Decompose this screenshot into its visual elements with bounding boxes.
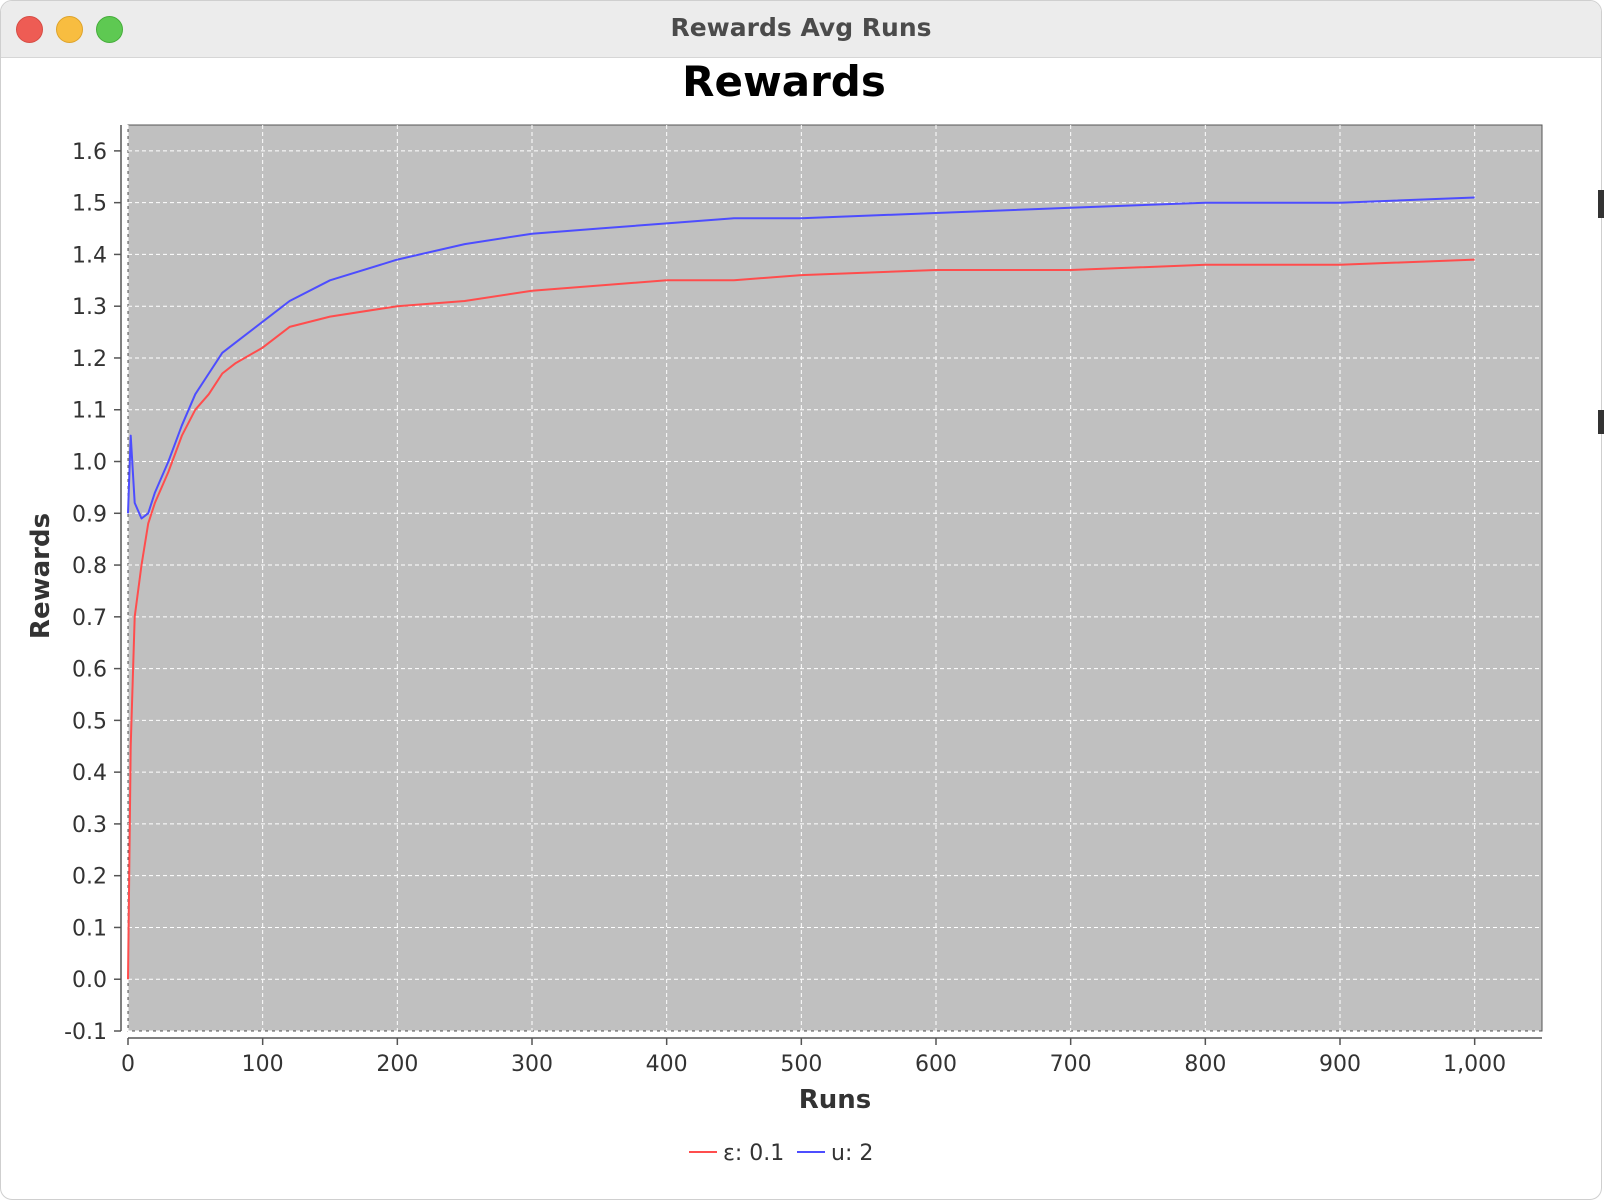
grid-lines	[127, 125, 1542, 1032]
y-tick-label: 1.0	[72, 451, 107, 476]
close-window-button[interactable]	[16, 16, 43, 43]
legend-label: u: 2	[831, 1141, 873, 1166]
legend-label: ε: 0.1	[723, 1141, 784, 1166]
series-line-ucb	[127, 196, 1475, 520]
maximize-window-button[interactable]	[96, 16, 123, 43]
y-tick-label: 0.7	[72, 606, 107, 631]
y-tick-label: 1.1	[72, 399, 107, 424]
x-tick-label: 300	[511, 1052, 553, 1077]
window-title: Rewards Avg Runs	[670, 13, 932, 42]
background-edge-mark	[1598, 410, 1604, 434]
chart-title: Rewards	[682, 58, 886, 106]
y-axis-label: Rewards	[26, 513, 56, 639]
x-tick-label: 600	[915, 1052, 957, 1077]
y-tick-label: 1.5	[72, 192, 107, 217]
series-layer	[127, 196, 1475, 980]
y-tick-label: 0.8	[72, 554, 107, 579]
x-tick-label: 800	[1184, 1052, 1226, 1077]
minimize-window-button[interactable]	[56, 16, 83, 43]
x-tick-label: 500	[780, 1052, 822, 1077]
y-tick-label: 1.2	[72, 347, 107, 372]
y-tick-label: -0.1	[64, 1020, 107, 1045]
y-tick-label: 0.2	[72, 865, 107, 890]
series-line-epsilon	[127, 258, 1475, 980]
y-tick-label: 0.6	[72, 658, 107, 683]
y-tick-label: 0.0	[72, 968, 107, 993]
x-tick-label: 900	[1319, 1052, 1361, 1077]
x-tick-label: 700	[1050, 1052, 1092, 1077]
rewards-chart: Rewards -0.1 0.0 0.1 0.2 0.3 0.4 0.5 0.6 0.7 0.8 0…	[26, 58, 1543, 1166]
y-tick-label: 0.3	[72, 813, 107, 838]
plot-area	[127, 124, 1543, 1032]
y-tick-label: 0.9	[72, 502, 107, 527]
y-tick-label: 0.5	[72, 709, 107, 734]
x-tick-label: 100	[242, 1052, 284, 1077]
y-tick-label: 0.4	[72, 761, 107, 786]
background-edge-mark	[1598, 190, 1604, 218]
x-tick-label: 1,000	[1443, 1052, 1506, 1077]
y-tick-label: 1.3	[72, 295, 107, 320]
y-tick-label: 0.1	[72, 916, 107, 941]
title-bar: Rewards Avg Runs	[1, 1, 1601, 58]
y-tick-label: 1.4	[72, 243, 107, 268]
x-tick-label: 400	[646, 1052, 688, 1077]
x-tick-label: 200	[376, 1052, 418, 1077]
legend: ε: 0.1 u: 2	[689, 1141, 873, 1166]
x-axis: 0 100 200 300 400 500 600 700 800 900 1,000	[121, 1038, 1506, 1077]
x-axis-label: Runs	[799, 1085, 872, 1115]
y-axis: -0.1 0.0 0.1 0.2 0.3 0.4 0.5 0.6 0.7 0.8 0.9 1.0 1.1…	[64, 140, 121, 1045]
y-tick-label: 1.6	[72, 140, 107, 165]
x-tick-label: 0	[121, 1052, 135, 1077]
